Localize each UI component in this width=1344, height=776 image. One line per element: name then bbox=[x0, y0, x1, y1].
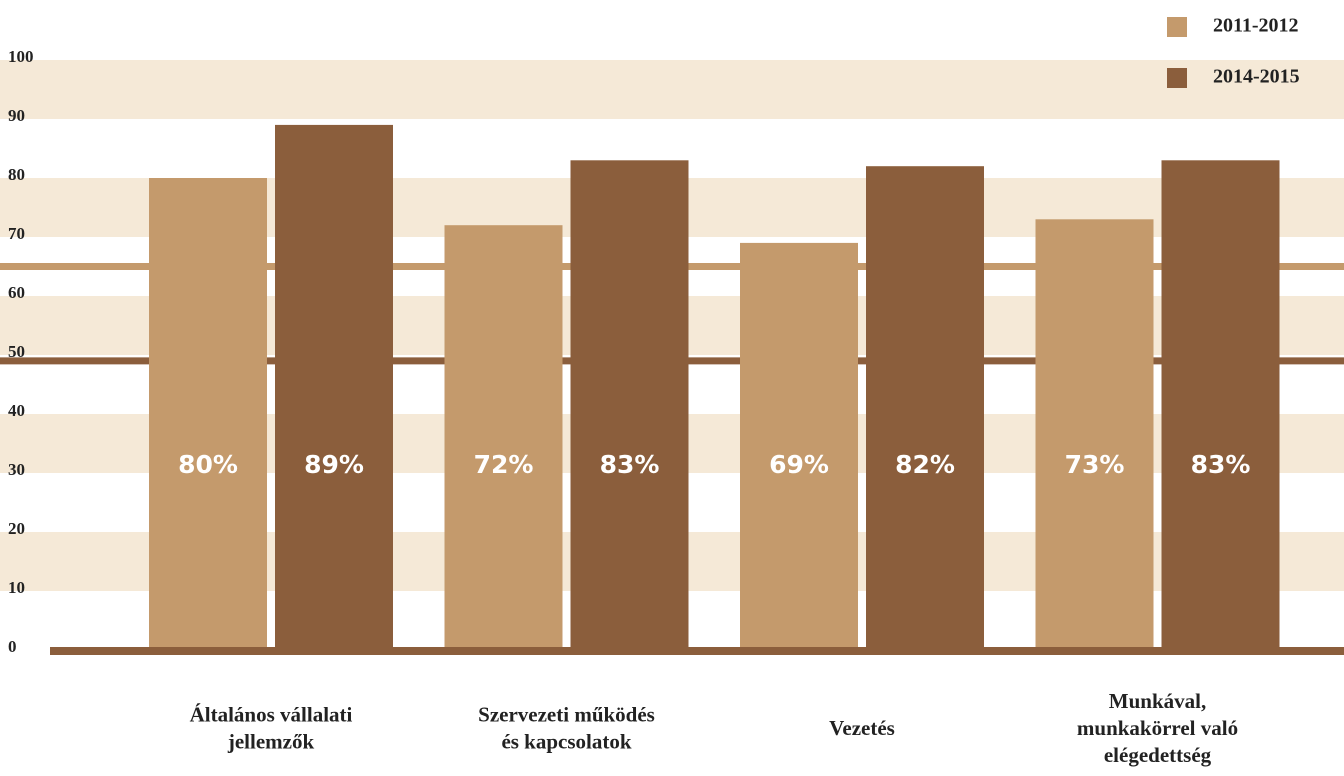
bar bbox=[740, 242, 858, 650]
data-label: 80% bbox=[178, 450, 238, 479]
x-tick-label: Szervezeti működés és kapcsolatok bbox=[478, 702, 655, 753]
data-label: 83% bbox=[1191, 450, 1251, 479]
data-label: 72% bbox=[474, 450, 534, 479]
y-tick-label: 40 bbox=[8, 401, 25, 420]
y-tick-label: 0 bbox=[8, 637, 17, 656]
data-label: 89% bbox=[304, 450, 364, 479]
bar bbox=[1035, 219, 1154, 651]
bar bbox=[866, 166, 984, 650]
y-tick-label: 80 bbox=[8, 165, 25, 184]
y-tick-label: 90 bbox=[8, 106, 25, 125]
y-tick-label: 50 bbox=[8, 342, 25, 361]
bar bbox=[149, 178, 267, 650]
y-tick-label: 10 bbox=[8, 578, 25, 597]
data-label: 73% bbox=[1065, 450, 1125, 479]
y-tick-label: 60 bbox=[8, 283, 25, 302]
bar bbox=[570, 160, 689, 651]
legend-label: 2011-2012 bbox=[1213, 15, 1299, 37]
bar bbox=[275, 124, 393, 650]
x-tick-label: Általános vállalati jellemzők bbox=[190, 702, 353, 753]
x-tick-label: Munkával, munkakörrel való elégedettség bbox=[1077, 689, 1238, 767]
y-tick-label: 70 bbox=[8, 224, 25, 243]
data-label: 82% bbox=[895, 450, 955, 479]
y-tick-label: 100 bbox=[8, 47, 34, 66]
x-tick-label: Vezetés bbox=[829, 716, 895, 740]
legend-swatch bbox=[1167, 17, 1187, 37]
bar bbox=[1161, 160, 1280, 651]
legend-label: 2014-2015 bbox=[1213, 66, 1300, 88]
data-label: 83% bbox=[600, 450, 660, 479]
y-tick-label: 20 bbox=[8, 519, 25, 538]
bar bbox=[444, 225, 563, 650]
grid-band bbox=[0, 60, 1344, 119]
y-tick-label: 30 bbox=[8, 460, 25, 479]
data-label: 69% bbox=[769, 450, 829, 479]
legend-swatch bbox=[1167, 68, 1187, 88]
